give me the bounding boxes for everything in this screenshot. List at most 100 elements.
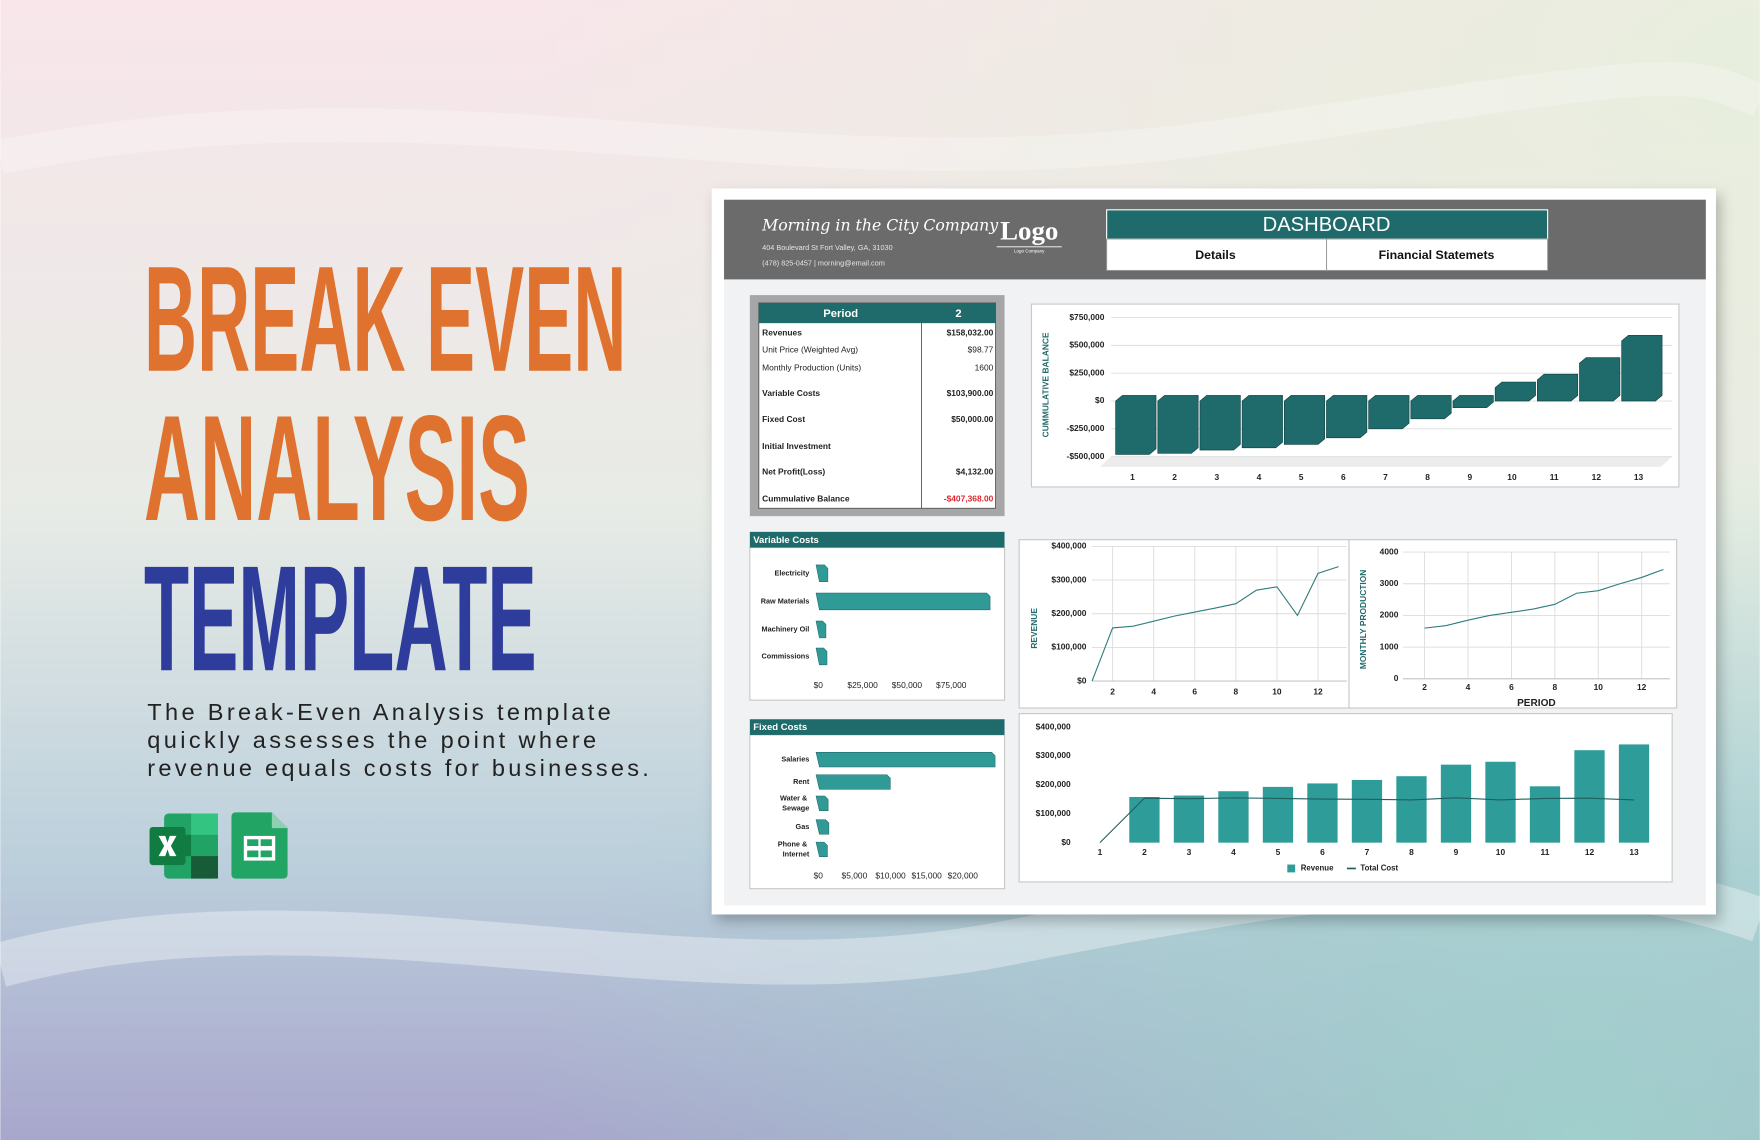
x-tick-label: 5	[1299, 472, 1304, 482]
hero-title-line: ANALYSIS	[144, 384, 530, 552]
y-tick-label: $400,000	[1036, 721, 1071, 731]
dashboard-title: DASHBOARD	[1263, 214, 1391, 236]
x-tick-label: 10	[1594, 682, 1604, 692]
bar	[1574, 750, 1605, 843]
x-tick-label: 11	[1541, 847, 1550, 857]
x-tick-label: 1	[1130, 472, 1135, 482]
hero-description: The Break-Even Analysis template quickly…	[147, 699, 649, 781]
category-label: Raw Materials	[761, 596, 810, 605]
category-label: Phone & Internet	[778, 839, 810, 858]
bar	[1129, 796, 1160, 843]
table-cell: Fixed Cost	[762, 414, 805, 424]
table-cell: $103,900.00	[947, 388, 994, 398]
x-tick-label: $10,000	[875, 871, 906, 881]
y-axis-label: CUMMULATIVE BALANCE	[1040, 332, 1050, 437]
x-tick-label: 9	[1454, 847, 1459, 857]
x-tick-label: 4	[1151, 687, 1156, 697]
hero-title-line: BREAK EVEN	[144, 235, 626, 403]
y-tick-label: $0	[1077, 675, 1087, 685]
x-tick-label: 8	[1425, 472, 1430, 482]
bar	[1452, 395, 1494, 409]
table-cell: Variable Costs	[762, 388, 820, 398]
bar	[815, 774, 891, 790]
x-tick-label: 6	[1192, 687, 1197, 697]
line	[1424, 568, 1664, 629]
category-label: Commissions	[762, 651, 810, 660]
x-tick-label: 2	[1172, 472, 1177, 482]
table-cell: Monthly Production (Units)	[762, 362, 861, 372]
x-tick-label: 11	[1550, 472, 1559, 482]
x-tick-label: 12	[1313, 687, 1323, 697]
bar	[1410, 395, 1452, 420]
category-label: Electricity	[774, 568, 810, 577]
table-body: Revenues $158,032.00 Unit Price (Weighted …	[762, 327, 993, 503]
bar	[1351, 779, 1383, 843]
tab[interactable]	[1326, 238, 1549, 271]
bar	[1485, 761, 1516, 843]
x-tick-label: $0	[814, 871, 824, 881]
legend-label: Total Cost	[1360, 864, 1398, 873]
y-tick-label: $200,000	[1051, 608, 1086, 618]
x-tick-label: 12	[1637, 682, 1647, 692]
chart-title-bar	[749, 531, 1005, 548]
x-tick-label: 1	[1098, 847, 1103, 857]
table-cell: -$407,368.00	[944, 494, 994, 504]
label-line: Sewage	[782, 803, 809, 812]
table-cell: $50,000.00	[951, 414, 993, 424]
x-tick-label: 6	[1320, 847, 1325, 857]
y-tick-label: $250,000	[1069, 367, 1104, 377]
x-tick-label: 8	[1234, 687, 1239, 697]
x-tick-label: 5	[1276, 847, 1281, 857]
y-tick-label: $100,000	[1051, 642, 1086, 652]
bar	[1529, 786, 1561, 843]
y-tick-label: $0	[1095, 395, 1105, 405]
bar	[815, 795, 829, 811]
hero-title: BREAK EVEN ANALYSIS TEMPLATE	[144, 235, 626, 703]
category-label: Gas	[796, 822, 810, 831]
bar	[1621, 334, 1663, 402]
x-tick-label: 2	[1142, 847, 1147, 857]
bar	[815, 752, 996, 768]
y-tick-label: $100,000	[1036, 808, 1071, 818]
table-cell: Cummulative Balance	[762, 494, 850, 504]
table-header-cell: 2	[955, 308, 961, 320]
x-tick-label: 10	[1272, 687, 1282, 697]
dashboard-title-bar	[1106, 209, 1549, 240]
category-label: Salaries	[781, 755, 809, 764]
y-tick-label: 0	[1394, 673, 1399, 683]
bar	[815, 819, 830, 835]
company-contact: (478) 825-0457 | morning@email.com	[762, 259, 885, 268]
table-header-cell: Period	[823, 308, 858, 320]
x-tick-label: 4	[1466, 682, 1471, 692]
x-tick-label: 7	[1365, 847, 1370, 857]
tab-label[interactable]: Details	[1195, 248, 1236, 262]
x-tick-label: 13	[1634, 472, 1644, 482]
tab-label[interactable]: Financial Statemets	[1379, 248, 1495, 262]
x-tick-label: $25,000	[847, 680, 878, 690]
x-tick-label: 10	[1496, 847, 1506, 857]
x-tick-label: 12	[1585, 847, 1595, 857]
logo-subtitle: Logo Company	[1014, 249, 1045, 254]
y-tick-label: $500,000	[1069, 340, 1104, 350]
table-cell: $4,132.00	[956, 467, 994, 477]
y-tick-label: 2000	[1380, 610, 1399, 620]
bar	[1241, 395, 1283, 449]
x-tick-label: 10	[1507, 472, 1517, 482]
bar	[1262, 786, 1294, 843]
legend-label: Revenue	[1301, 864, 1334, 873]
line	[1099, 797, 1635, 844]
x-tick-label: $15,000	[911, 871, 942, 881]
category-label: Water & Sewage	[780, 793, 809, 812]
bar	[815, 592, 991, 611]
charts: $750,000 $500,000 $250,000 $0 -$250,000 -$500…	[749, 312, 1673, 881]
hero-title-line: TEMPLATE	[144, 534, 537, 702]
summary-table	[758, 302, 997, 509]
x-tick-label: $0	[814, 680, 824, 690]
tab[interactable]	[1106, 238, 1328, 271]
x-tick-label: 2	[1110, 687, 1115, 697]
description-line: The Break-Even Analysis template	[147, 699, 610, 725]
x-tick-label: 2	[1422, 682, 1427, 692]
y-tick-label: 1000	[1380, 641, 1399, 651]
